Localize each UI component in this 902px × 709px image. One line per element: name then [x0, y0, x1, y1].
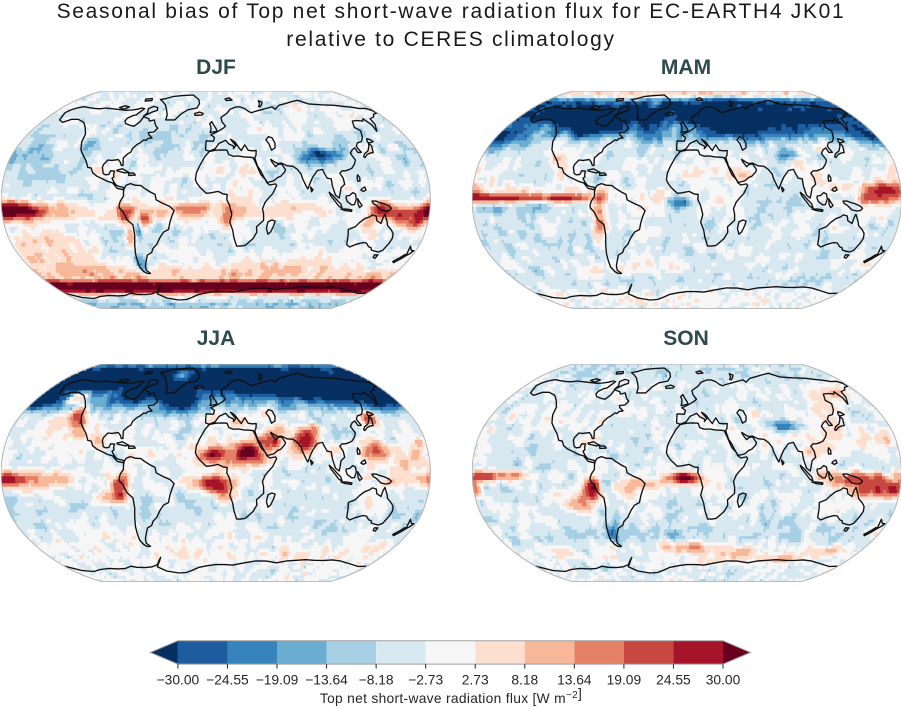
svg-text:−8.18: −8.18: [359, 673, 394, 688]
svg-text:2.73: 2.73: [462, 673, 489, 688]
svg-text:−13.64: −13.64: [305, 673, 348, 688]
svg-text:−19.09: −19.09: [256, 673, 299, 688]
svg-text:24.55: 24.55: [656, 673, 691, 688]
svg-text:−30.00: −30.00: [157, 673, 200, 688]
svg-text:19.09: 19.09: [607, 673, 642, 688]
svg-text:−24.55: −24.55: [206, 673, 249, 688]
svg-text:13.64: 13.64: [557, 673, 592, 688]
svg-text:30.00: 30.00: [706, 673, 741, 688]
svg-text:8.18: 8.18: [511, 673, 538, 688]
svg-text:Top net short-wave radiation f: Top net short-wave radiation flux [W m−2…: [320, 686, 582, 706]
svg-text:−2.73: −2.73: [408, 673, 443, 688]
